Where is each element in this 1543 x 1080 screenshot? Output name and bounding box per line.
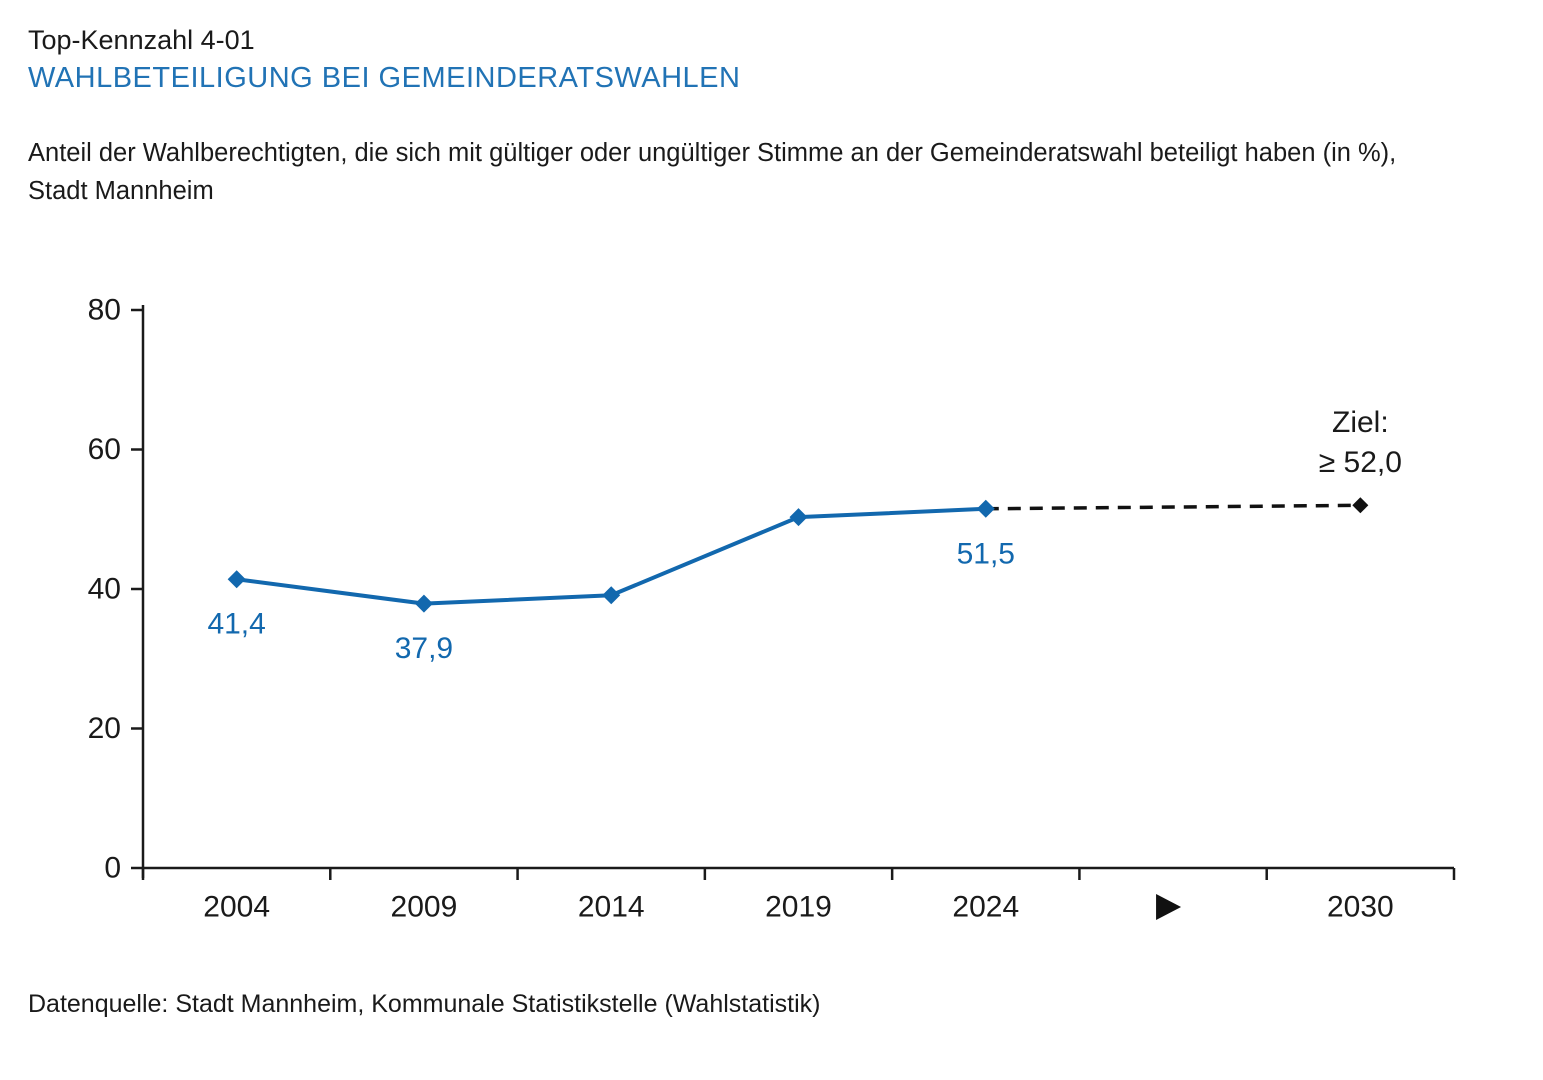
y-tick-label: 0 (104, 852, 121, 885)
x-tick-label-2004: 2004 (203, 891, 270, 924)
data-point-2009 (414, 594, 433, 613)
chart-description: Anteil der Wahlberechtigten, die sich mi… (28, 139, 1397, 205)
y-tick-label: 20 (88, 712, 121, 745)
kennzahl-label: Top-Kennzahl 4-01 (28, 25, 255, 55)
data-point-2014 (602, 586, 621, 605)
x-tick-label-2009: 2009 (391, 891, 458, 924)
y-tick-label: 80 (88, 294, 121, 327)
data-label-2004: 41,4 (207, 608, 265, 641)
y-tick-label: 60 (88, 433, 121, 466)
x-tick-label-2014: 2014 (578, 891, 645, 924)
x-tick-label-2024: 2024 (952, 891, 1019, 924)
data-label-2009: 37,9 (395, 632, 453, 665)
page-title: WAHLBETEILIGUNG BEI GEMEINDERATSWAHLEN (28, 62, 741, 94)
target-projection-line (985, 503, 1361, 511)
data-point-2019 (789, 508, 808, 527)
y-tick-label: 40 (88, 573, 121, 606)
target-value-label: ≥ 52,0 (1319, 446, 1402, 479)
data-point-2024 (976, 499, 995, 518)
target-point (1352, 497, 1369, 514)
target-label: Ziel: (1332, 406, 1389, 439)
x-tick-label-2030: 2030 (1327, 891, 1394, 924)
data-source: Datenquelle: Stadt Mannheim, Kommunale S… (28, 990, 821, 1018)
data-point-2004 (227, 570, 246, 589)
data-label-2024: 51,5 (957, 537, 1015, 570)
x-tick-label-2019: 2019 (765, 891, 832, 924)
projection-arrow-icon (1156, 894, 1182, 920)
